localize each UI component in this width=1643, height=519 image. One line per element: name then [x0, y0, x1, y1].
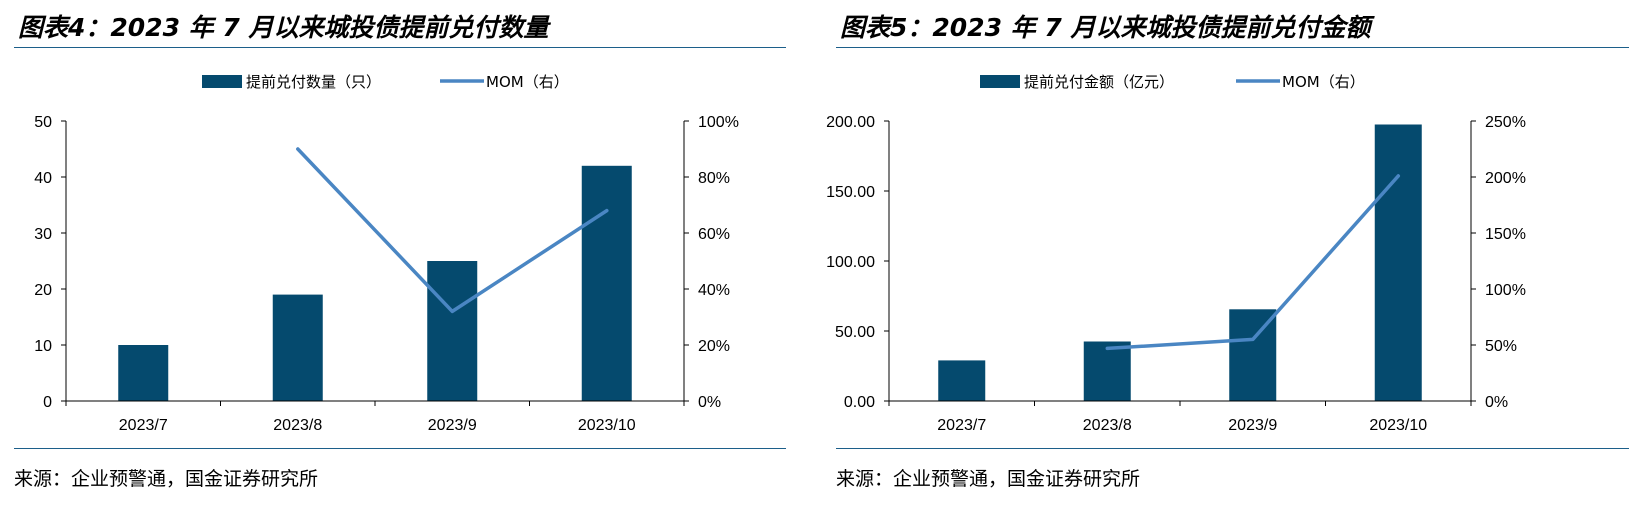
figure-5-title: 图表5：2023 年 7 月以来城投债提前兑付金额 [840, 13, 1371, 42]
legend-line-label: MOM（右） [486, 73, 569, 91]
figure-4-bottom-rule [14, 448, 786, 449]
right-y-tick-label: 0% [698, 394, 721, 411]
left-y-tick-label: 0.00 [844, 394, 875, 411]
figure-5-source: 来源：企业预警通，国金证券研究所 [836, 468, 1141, 490]
right-y-tick-label: 40% [698, 282, 730, 299]
x-tick-label: 2023/7 [937, 417, 986, 434]
legend-bar-label: 提前兑付金额（亿元） [1024, 73, 1174, 91]
figure-5-top-rule [836, 47, 1629, 48]
left-y-tick-label: 150.00 [826, 184, 875, 201]
right-y-tick-label: 250% [1485, 114, 1526, 131]
bar-2023-9 [427, 261, 478, 401]
x-tick-label: 2023/10 [1369, 417, 1427, 434]
figure-4-title: 图表4：2023 年 7 月以来城投债提前兑付数量 [18, 13, 549, 42]
x-tick-label: 2023/9 [428, 417, 477, 434]
bar-2023-7 [118, 345, 169, 401]
left-y-tick-label: 10 [34, 338, 52, 355]
left-y-tick-label: 30 [34, 226, 52, 243]
bar-2023-8 [1083, 341, 1131, 401]
right-y-tick-label: 150% [1485, 226, 1526, 243]
x-tick-label: 2023/7 [119, 417, 168, 434]
bar-2023-9 [1229, 309, 1277, 401]
mom-line [1105, 174, 1401, 351]
left-y-tick-label: 20 [34, 282, 52, 299]
left-y-tick-label: 40 [34, 170, 52, 187]
figure-5-chart: 2023/7 2023/8 2023/9 2023/10 0.00 50.00 100.00… [826, 73, 1526, 434]
x-tick-label: 2023/8 [1083, 417, 1132, 434]
x-tick-label: 2023/9 [1228, 417, 1277, 434]
x-tick-label: 2023/10 [578, 417, 636, 434]
bar-2023-10 [1374, 124, 1422, 401]
left-y-tick-label: 100.00 [826, 254, 875, 271]
right-y-tick-label: 100% [1485, 282, 1526, 299]
figure-4-chart: 2023/7 2023/8 2023/9 2023/10 0 10 20 30 40 50 0% 20… [34, 73, 739, 434]
bar-2023-8 [272, 294, 323, 401]
left-y-tick-label: 50 [34, 114, 52, 131]
left-y-tick-label: 0 [43, 394, 52, 411]
right-y-tick-label: 60% [698, 226, 730, 243]
figure-4-top-rule [14, 47, 786, 48]
legend-bar-swatch [202, 75, 242, 88]
chart-0-plot-group: 2023/7 2023/8 2023/9 2023/10 0 10 20 30 40 50 0% 20… [34, 73, 739, 434]
x-tick-label: 2023/8 [273, 417, 322, 434]
legend-line-label: MOM（右） [1282, 73, 1365, 91]
figure-4-panel: 图表4：2023 年 7 月以来城投债提前兑付数量 2023/7 2023/8 20… [0, 0, 800, 519]
right-y-tick-label: 100% [698, 114, 739, 131]
left-y-tick-label: 50.00 [835, 324, 875, 341]
figure-4-source: 来源：企业预警通，国金证券研究所 [14, 468, 319, 490]
left-y-tick-label: 200.00 [826, 114, 875, 131]
legend-bar-label: 提前兑付数量（只） [246, 73, 381, 91]
chart-1-plot-group: 2023/7 2023/8 2023/9 2023/10 0.00 50.00 100.00… [826, 73, 1526, 434]
mom-line [296, 147, 609, 314]
right-y-tick-label: 200% [1485, 170, 1526, 187]
figure-5-bottom-rule [836, 448, 1629, 449]
figure-5-panel: 图表5：2023 年 7 月以来城投债提前兑付金额 2023/7 2023/8 20… [822, 0, 1643, 519]
bar-2023-7 [938, 360, 986, 401]
legend-bar-swatch [980, 75, 1020, 88]
right-y-tick-label: 80% [698, 170, 730, 187]
right-y-tick-label: 20% [698, 338, 730, 355]
bar-2023-10 [581, 165, 632, 401]
right-y-tick-label: 50% [1485, 338, 1517, 355]
right-y-tick-label: 0% [1485, 394, 1508, 411]
